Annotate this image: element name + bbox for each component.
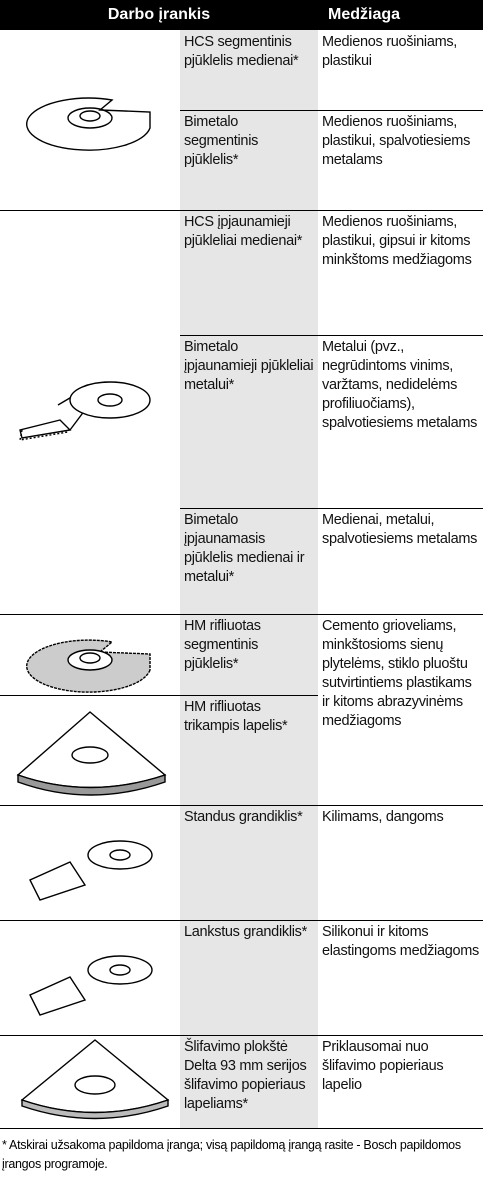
material: Medienai, metalui, spalvotiesiems metala… (322, 512, 478, 547)
row-divider (0, 1128, 483, 1129)
tool-name: Bimetalo įpjaunamasis pjūklelis medienai… (184, 512, 305, 585)
header-tool: Darbo įrankis (0, 0, 318, 30)
material: Priklausomai nuo šlifavimo popieriaus la… (322, 1039, 444, 1093)
tool-name: HCS segmentinis pjūklelis medienai* (184, 34, 299, 69)
tool-name: Bimetalo segmentinis pjūklelis* (184, 114, 259, 168)
material: Kilimams, dangoms (322, 809, 444, 825)
row-divider (0, 210, 483, 211)
tool-name: HM rifliuotas trikampis lapelis* (184, 699, 288, 734)
row-divider (0, 1035, 483, 1036)
material: Metalui (pvz., negrūdintoms vinims, varž… (322, 339, 478, 431)
tool-name: Lankstus grandiklis* (184, 924, 307, 940)
row-divider (0, 614, 483, 615)
row-divider (0, 920, 483, 921)
tool-name: Šlifavimo plokštė Delta 93 mm serijos šl… (184, 1039, 307, 1112)
tool-name: Bimetalo įpjaunamieji pjūkleliai metalui… (184, 339, 314, 393)
material: Medienos ruošiniams, plastikui, gipsui i… (322, 214, 472, 268)
name-column (180, 30, 318, 1128)
tool-name: HM rifliuotas segmentinis pjūklelis* (184, 618, 261, 672)
row-divider (0, 805, 483, 806)
tool-name: Standus grandiklis* (184, 809, 303, 825)
material: Silikonui ir kitoms elastingoms medžiago… (322, 924, 479, 959)
footnote: * Atskirai užsakoma papildoma įranga; vi… (2, 1138, 461, 1171)
row-divider (180, 110, 483, 111)
tool-images (16, 97, 170, 1120)
material: Cemento grioveliams, minkštosioms sienų … (322, 618, 472, 729)
material: Medienos ruošiniams, plastikui, spalvoti… (322, 114, 471, 168)
tool-name: HCS įpjaunamieji pjūkleliai medienai* (184, 214, 303, 249)
row-divider (180, 508, 483, 509)
header-material: Medžiaga (318, 0, 483, 30)
row-divider (0, 695, 318, 696)
material: Medienos ruošiniams, plastikui (322, 34, 458, 69)
row-divider (180, 335, 483, 336)
